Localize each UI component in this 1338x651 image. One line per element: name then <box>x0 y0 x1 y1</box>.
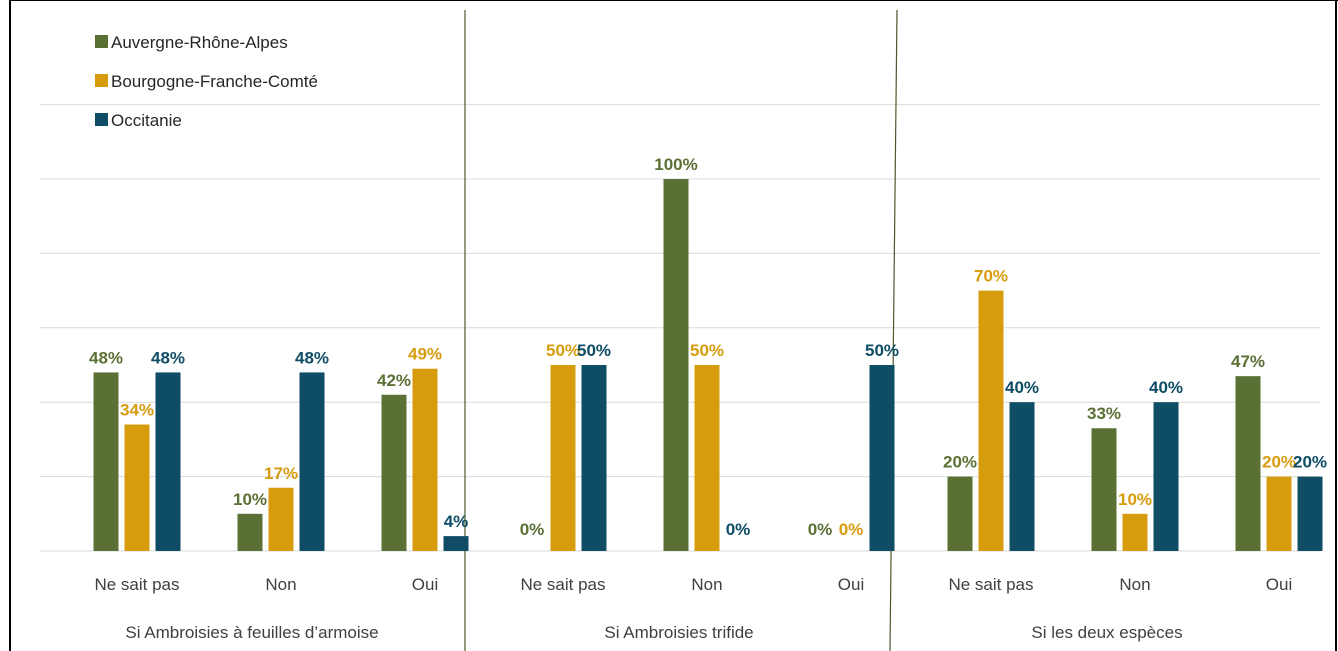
data-label: 49% <box>408 345 442 364</box>
bar-auvergne-rhone-alpes-non <box>237 513 263 551</box>
data-label: 20% <box>1293 453 1327 472</box>
data-label: 0% <box>520 520 545 539</box>
bar-bourgogne-franche-comte-oui <box>412 368 438 551</box>
legend-swatch-auvergne-rhone-alpes <box>95 35 108 48</box>
data-label: 50% <box>577 341 611 360</box>
bar-occitanie-non <box>299 372 325 551</box>
category-label-oui: Oui <box>412 575 438 594</box>
bar-auvergne-rhone-alpes-oui <box>1235 376 1261 551</box>
legend-label-occitanie: Occitanie <box>111 111 182 130</box>
data-label: 4% <box>444 512 469 531</box>
data-label: 48% <box>295 348 329 367</box>
group-label: Si Ambroisies trifide <box>604 623 753 642</box>
data-label: 70% <box>974 267 1008 286</box>
bar-auvergne-rhone-alpes-oui <box>381 394 407 551</box>
category-label-ne-sait-pas: Ne sait pas <box>520 575 605 594</box>
data-label: 0% <box>726 520 751 539</box>
bar-bourgogne-franche-comte-non <box>694 365 720 551</box>
data-label: 47% <box>1231 352 1265 371</box>
data-label: 48% <box>89 348 123 367</box>
group-label: Si Ambroisies à feuilles d’armoise <box>125 623 378 642</box>
bar-bourgogne-franche-comte-ne-sait-pas <box>124 424 150 551</box>
bar-occitanie-ne-sait-pas <box>1009 402 1035 551</box>
group-label: Si les deux espèces <box>1031 623 1182 642</box>
data-label: 50% <box>690 341 724 360</box>
data-label: 10% <box>233 490 267 509</box>
legend-label-auvergne-rhone-alpes: Auvergne-Rhône-Alpes <box>111 33 288 52</box>
category-label-ne-sait-pas: Ne sait pas <box>94 575 179 594</box>
bar-auvergne-rhone-alpes-non <box>1091 428 1117 551</box>
data-label: 42% <box>377 371 411 390</box>
data-label: 34% <box>120 401 154 420</box>
data-label: 33% <box>1087 404 1121 423</box>
data-label: 40% <box>1149 378 1183 397</box>
data-label: 48% <box>151 348 185 367</box>
bar-occitanie-oui <box>1297 476 1323 551</box>
data-label: 17% <box>264 464 298 483</box>
bar-auvergne-rhone-alpes-ne-sait-pas <box>93 372 119 551</box>
legend-swatch-occitanie <box>95 113 108 126</box>
category-label-non: Non <box>691 575 722 594</box>
panel-divider <box>889 9 898 651</box>
data-label: 40% <box>1005 378 1039 397</box>
data-label: 10% <box>1118 490 1152 509</box>
legend-label-bourgogne-franche-comte: Bourgogne-Franche-Comté <box>111 72 318 91</box>
data-label: 50% <box>546 341 580 360</box>
legend-swatch-bourgogne-franche-comte <box>95 74 108 87</box>
category-label-oui: Oui <box>838 575 864 594</box>
bar-occitanie-oui <box>443 536 469 551</box>
category-label-non: Non <box>1119 575 1150 594</box>
bar-bourgogne-franche-comte-oui <box>1266 476 1292 551</box>
bar-occitanie-ne-sait-pas <box>155 372 181 551</box>
bar-bourgogne-franche-comte-non <box>1122 513 1148 551</box>
bar-occitanie-oui <box>869 365 895 551</box>
category-label-ne-sait-pas: Ne sait pas <box>948 575 1033 594</box>
bar-auvergne-rhone-alpes-non <box>663 179 689 551</box>
bar-bourgogne-franche-comte-ne-sait-pas <box>550 365 576 551</box>
bar-occitanie-ne-sait-pas <box>581 365 607 551</box>
data-label: 20% <box>1262 453 1296 472</box>
category-label-oui: Oui <box>1266 575 1292 594</box>
data-label: 20% <box>943 453 977 472</box>
bar-bourgogne-franche-comte-ne-sait-pas <box>978 290 1004 551</box>
category-label-non: Non <box>265 575 296 594</box>
bar-auvergne-rhone-alpes-ne-sait-pas <box>947 476 973 551</box>
data-label: 100% <box>654 155 697 174</box>
bar-bourgogne-franche-comte-non <box>268 487 294 551</box>
data-label: 0% <box>839 520 864 539</box>
data-label: 0% <box>808 520 833 539</box>
data-label: 50% <box>865 341 899 360</box>
bar-occitanie-non <box>1153 402 1179 551</box>
